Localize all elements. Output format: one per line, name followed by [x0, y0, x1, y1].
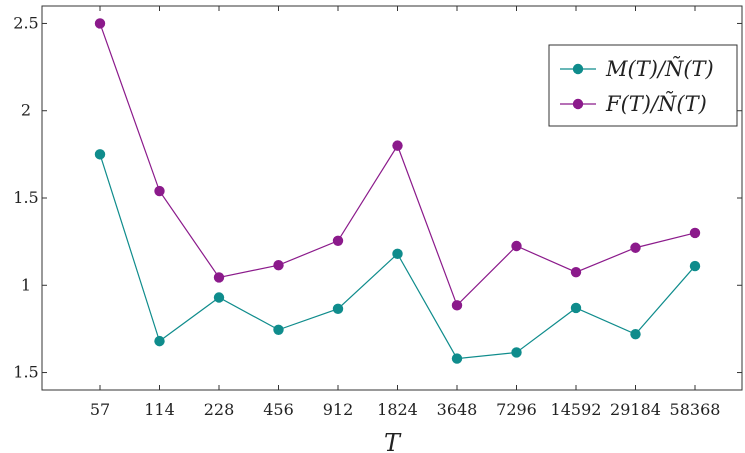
- x-tick-label: 14592: [551, 400, 602, 419]
- data-point-series-1: [392, 140, 403, 151]
- x-tick-label: 7296: [496, 400, 537, 419]
- legend-label-m: M(T)/Ñ(T): [605, 57, 714, 81]
- x-tick-label: 58368: [670, 400, 721, 419]
- data-point-series-0: [570, 302, 582, 314]
- data-point-series-1: [213, 272, 225, 283]
- series-layer: [94, 18, 701, 364]
- y-tick-label: 1.5: [13, 188, 38, 207]
- data-point-series-1: [630, 242, 641, 253]
- y-axis: 1.5 1 1.5 2 2.5: [13, 13, 742, 382]
- data-point-series-0: [332, 303, 344, 315]
- x-axis-label: T: [384, 429, 402, 453]
- x-tick-label: 114: [144, 400, 175, 419]
- data-point-series-0: [273, 324, 284, 335]
- legend-box: [548, 44, 738, 127]
- x-tick-label: 456: [263, 400, 294, 419]
- y-tick-label: 1: [21, 275, 31, 294]
- x-tick-label: 1824: [377, 400, 418, 419]
- y-tick-label: 2: [21, 101, 31, 120]
- data-point-series-1: [154, 185, 165, 197]
- data-point-series-1: [451, 300, 463, 311]
- x-tick-label: 57: [90, 400, 110, 419]
- data-point-series-1: [511, 240, 522, 252]
- data-point-series-0: [392, 248, 403, 260]
- legend: M(T)/Ñ(T) F(T)/Ñ(T): [548, 44, 738, 127]
- data-point-series-0: [213, 292, 225, 303]
- y-tick-label: 2.5: [13, 13, 38, 32]
- data-point-series-0: [154, 335, 165, 347]
- legend-marker-m: [572, 63, 584, 75]
- data-point-series-1: [689, 227, 701, 239]
- legend-label-f: F(T)/Ñ(T): [605, 92, 707, 116]
- data-point-series-1: [273, 260, 284, 271]
- data-point-series-1: [332, 235, 344, 246]
- x-tick-label: 29184: [610, 400, 661, 419]
- data-point-series-1: [570, 266, 582, 278]
- data-point-series-0: [689, 260, 701, 272]
- x-tick-label: 3648: [437, 400, 478, 419]
- y-tick-label: 1.5: [13, 363, 38, 382]
- data-point-series-0: [511, 347, 522, 358]
- x-axis: 57 114 228 456 912 1824 3648 7296 14592 29184 5836…: [90, 6, 721, 419]
- data-point-series-0: [94, 149, 106, 160]
- x-tick-label: 912: [323, 400, 354, 419]
- x-tick-label: 228: [204, 400, 235, 419]
- data-point-series-0: [630, 328, 641, 340]
- legend-marker-f: [572, 98, 584, 110]
- data-point-series-0: [451, 353, 463, 364]
- data-point-series-1: [94, 18, 106, 29]
